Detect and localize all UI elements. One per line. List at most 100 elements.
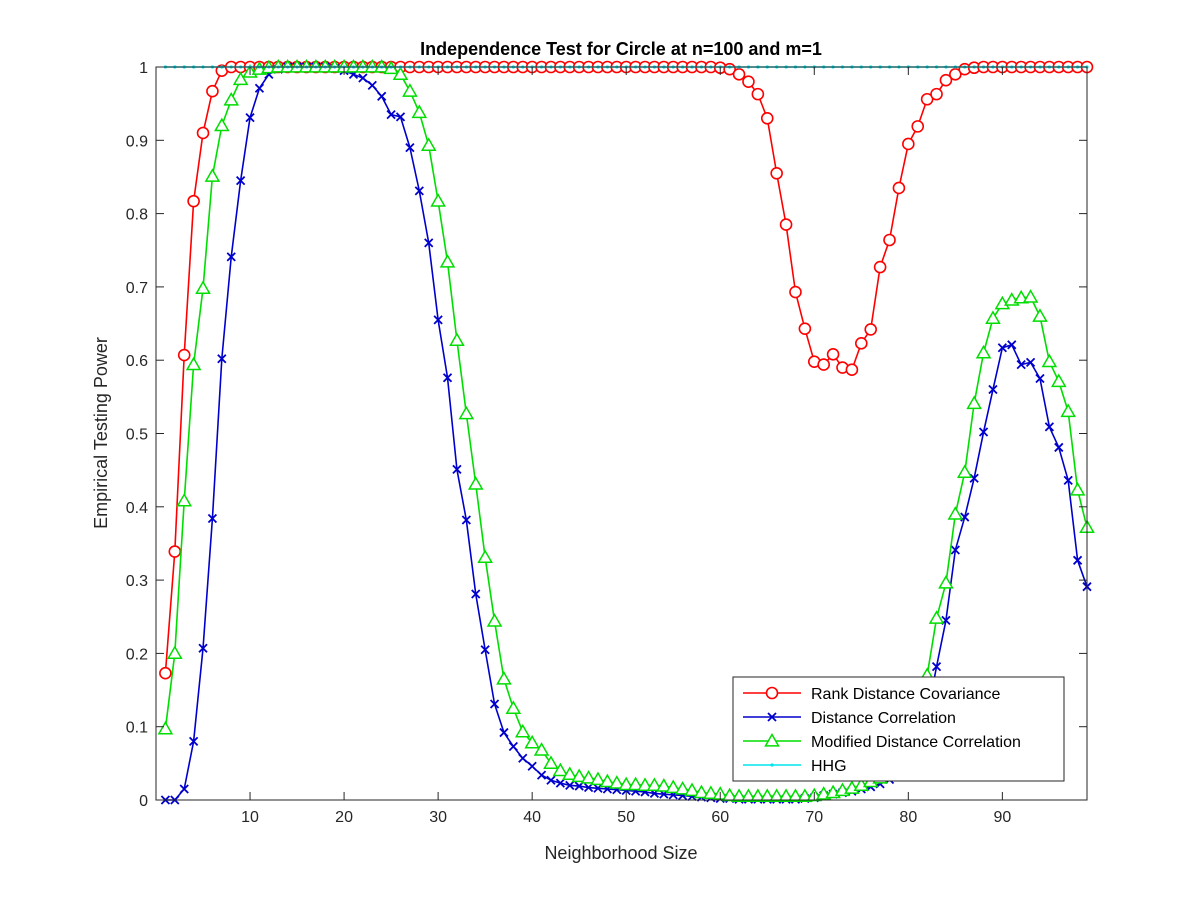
data-point-modified-distance-correlation: [411, 104, 428, 119]
data-point-distance-correlation: [386, 110, 396, 120]
data-point-distance-correlation: [555, 778, 566, 788]
data-point-distance-correlation: [536, 770, 547, 780]
data-point-distance-correlation: [442, 373, 453, 383]
legend-marker: [764, 732, 780, 747]
y-tick-label: 0.1: [126, 720, 148, 737]
data-point-distance-correlation: [414, 186, 424, 196]
legend-item-rank-distance-covariance: Rank Distance Covariance: [743, 686, 1001, 703]
data-point-distance-correlation: [207, 513, 218, 524]
data-point-modified-distance-correlation: [966, 395, 982, 410]
data-point-distance-correlation: [1035, 373, 1045, 384]
data-point-modified-distance-correlation: [167, 645, 183, 660]
data-point-rank-distance-covariance: [168, 545, 182, 558]
data-point-modified-distance-correlation: [195, 280, 211, 294]
legend-item-distance-correlation: Distance Correlation: [743, 710, 956, 727]
data-point-modified-distance-correlation: [402, 83, 418, 97]
data-point-distance-correlation: [452, 464, 462, 475]
data-point-rank-distance-covariance: [817, 358, 830, 371]
data-point-modified-distance-correlation: [561, 766, 578, 780]
data-point-distance-correlation: [508, 741, 518, 752]
legend-box: [732, 676, 1065, 782]
data-point-rank-distance-covariance: [930, 87, 943, 101]
data-point-modified-distance-correlation: [938, 575, 954, 589]
data-point-rank-distance-covariance: [920, 92, 934, 106]
y-tick-label: 0.5: [126, 427, 148, 444]
data-point-rank-distance-covariance: [206, 84, 219, 98]
data-point-rank-distance-covariance: [751, 87, 765, 101]
data-point-modified-distance-correlation: [787, 788, 804, 802]
data-point-modified-distance-correlation: [759, 788, 776, 802]
legend-item-hhg: HHG: [743, 758, 847, 775]
data-point-distance-correlation: [1007, 340, 1017, 350]
data-point-rank-distance-covariance: [789, 285, 802, 299]
data-point-rank-distance-covariance: [742, 75, 755, 88]
data-point-modified-distance-correlation: [674, 780, 691, 795]
data-point-rank-distance-covariance: [187, 194, 200, 208]
data-point-distance-correlation: [518, 753, 528, 763]
data-point-modified-distance-correlation: [543, 755, 559, 769]
data-point-modified-distance-correlation: [1050, 373, 1067, 388]
x-tick-label: 30: [429, 809, 447, 826]
data-point-rank-distance-covariance: [883, 233, 896, 247]
data-point-modified-distance-correlation: [430, 193, 446, 207]
data-point-modified-distance-correlation: [1060, 403, 1076, 418]
data-point-modified-distance-correlation: [533, 742, 550, 756]
data-point-modified-distance-correlation: [637, 777, 653, 791]
data-point-modified-distance-correlation: [627, 776, 644, 791]
data-point-distance-correlation: [565, 780, 575, 790]
x-tick-label: 60: [711, 809, 729, 826]
x-tick-label: 10: [241, 809, 259, 826]
data-point-distance-correlation: [1025, 357, 1036, 368]
data-point-distance-correlation: [471, 589, 481, 599]
data-point-modified-distance-correlation: [684, 782, 700, 797]
data-point-rank-distance-covariance: [826, 348, 840, 361]
data-point-modified-distance-correlation: [486, 613, 503, 627]
x-tick-label: 40: [523, 809, 541, 826]
data-point-modified-distance-correlation: [750, 788, 766, 802]
data-point-distance-correlation: [226, 252, 236, 262]
data-point-modified-distance-correlation: [618, 776, 634, 791]
data-point-rank-distance-covariance: [770, 166, 783, 180]
data-point-distance-correlation: [358, 73, 368, 83]
data-point-distance-correlation: [1063, 475, 1073, 486]
data-point-modified-distance-correlation: [176, 492, 193, 507]
data-point-rank-distance-covariance: [177, 348, 191, 362]
legend-label: Modified Distance Correlation: [811, 734, 1021, 751]
data-point-distance-correlation: [367, 80, 377, 90]
data-point-modified-distance-correlation: [223, 91, 240, 106]
data-point-modified-distance-correlation: [956, 464, 973, 478]
data-point-distance-correlation: [527, 761, 537, 771]
data-point-rank-distance-covariance: [902, 137, 915, 151]
y-tick-label: 0.7: [126, 280, 148, 297]
data-point-modified-distance-correlation: [232, 71, 249, 86]
data-point-distance-correlation: [988, 384, 998, 395]
data-point-modified-distance-correlation: [693, 784, 710, 799]
data-point-rank-distance-covariance: [892, 181, 906, 195]
data-point-distance-correlation: [489, 699, 500, 709]
data-point-modified-distance-correlation: [467, 476, 484, 490]
x-tick-label: 50: [617, 809, 635, 826]
data-point-modified-distance-correlation: [524, 734, 540, 749]
data-point-rank-distance-covariance: [760, 112, 774, 125]
data-point-rank-distance-covariance: [864, 323, 878, 336]
data-point-distance-correlation: [969, 473, 979, 483]
data-point-distance-correlation: [931, 661, 942, 672]
x-tick-label: 90: [993, 809, 1011, 826]
data-point-modified-distance-correlation: [985, 310, 1001, 325]
data-point-distance-correlation: [235, 175, 246, 186]
data-point-rank-distance-covariance: [939, 73, 953, 87]
data-point-modified-distance-correlation: [975, 344, 992, 359]
data-point-distance-correlation: [217, 354, 227, 364]
legend-item-modified-distance-correlation: Modified Distance Correlation: [743, 732, 1021, 751]
data-point-modified-distance-correlation: [496, 671, 512, 685]
data-point-modified-distance-correlation: [778, 788, 794, 802]
data-point-modified-distance-correlation: [1069, 481, 1086, 496]
data-point-distance-correlation: [461, 515, 471, 525]
legend-marker: [765, 686, 779, 700]
data-point-modified-distance-correlation: [439, 253, 456, 268]
data-point-distance-correlation: [377, 91, 387, 101]
data-point-modified-distance-correlation: [590, 771, 606, 786]
y-axis-title: Empirical Testing Power: [91, 337, 111, 529]
data-point-modified-distance-correlation: [646, 777, 663, 791]
y-tick-label: 0.4: [126, 500, 148, 517]
